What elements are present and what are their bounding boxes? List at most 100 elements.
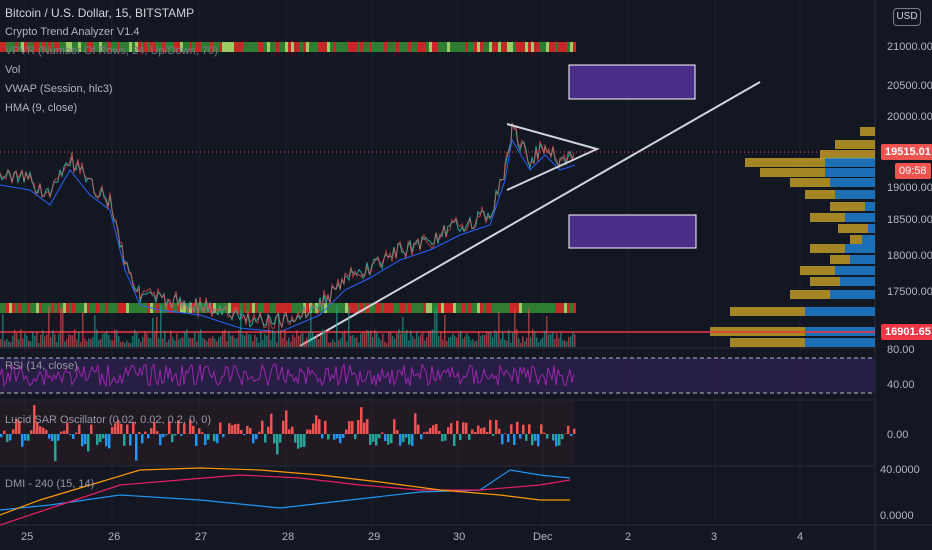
sar-bar (570, 434, 573, 437)
trend-segment (456, 42, 459, 52)
volume-bar (424, 340, 426, 347)
volume-bar (88, 338, 90, 347)
target-box-lower[interactable] (568, 214, 697, 249)
trend-segment (552, 42, 555, 52)
sar-bar (444, 434, 447, 441)
trend-segment (423, 303, 426, 313)
volume-bar (164, 330, 166, 347)
volume-bar (440, 331, 442, 347)
volume-bar (248, 334, 250, 347)
currency-button[interactable]: USD (893, 8, 921, 26)
trend-line[interactable] (299, 81, 761, 347)
sar-bar (402, 434, 405, 443)
volume-bar (308, 332, 310, 347)
volume-bar (500, 338, 502, 347)
vpvr-row (820, 150, 875, 159)
volume-bar (136, 332, 138, 347)
volume-bar (448, 337, 450, 347)
sar-bar (258, 431, 261, 434)
sar-bar (348, 421, 351, 434)
trend-segment (522, 42, 525, 52)
trend-segment (570, 42, 573, 52)
triangle-pattern[interactable] (506, 123, 600, 191)
sar-bar (360, 407, 363, 434)
rsi-label[interactable]: RSI (14, close) (5, 360, 78, 372)
trend-segment (144, 303, 147, 313)
vpvr-row (868, 224, 875, 233)
trend-segment (543, 42, 546, 52)
trend-segment (498, 42, 501, 52)
dmi-label[interactable]: DMI - 240 (15, 14) (5, 478, 95, 490)
volume-bar (422, 332, 424, 347)
trend-segment (543, 303, 546, 313)
volume-bar (54, 334, 56, 347)
trend-segment (411, 42, 414, 52)
trend-segment (456, 303, 459, 313)
sar-bar (351, 421, 354, 434)
volume-bar (194, 331, 196, 347)
trend-segment (153, 42, 156, 52)
trend-segment (465, 303, 468, 313)
trend-segment (252, 42, 255, 52)
trend-segment (399, 303, 402, 313)
trend-segment (561, 303, 564, 313)
trend-segment (102, 42, 105, 52)
trend-segment (489, 42, 492, 52)
volume-bar (84, 338, 86, 347)
sar-bar (180, 434, 183, 436)
trend-segment (510, 42, 513, 52)
trend-segment (471, 303, 474, 313)
indicator-label-3[interactable]: Vol (5, 64, 21, 76)
trend-segment (540, 303, 543, 313)
volume-bar (288, 337, 290, 347)
trend-segment (345, 42, 348, 52)
indicator-label-4[interactable]: VWAP (Session, hlc3) (5, 83, 113, 95)
sar-bar (102, 434, 105, 439)
volume-bar (150, 338, 152, 347)
trend-segment (378, 42, 381, 52)
volume-bar (464, 336, 466, 347)
volume-bar (142, 336, 144, 347)
volume-bar (426, 337, 428, 347)
indicator-label-1[interactable]: Crypto Trend Analyzer V1.4 (5, 26, 140, 38)
volume-bar (488, 332, 490, 347)
volume-bar (418, 336, 420, 347)
volume-bar (58, 334, 60, 347)
symbol-title[interactable]: Bitcoin / U.S. Dollar, 15, BITSTAMP (5, 6, 195, 20)
trend-segment (561, 42, 564, 52)
trend-segment (570, 303, 573, 313)
vpvr-row (845, 213, 875, 222)
volume-bar (166, 342, 168, 347)
indicator-label-2[interactable]: VPVR (Number Of Rows, 24, Up/Down, 70) (5, 45, 218, 57)
sar-label[interactable]: Lucid SAR Oscillator (0.02, 0.02, 0.2, 0… (5, 414, 212, 426)
sar-bar (246, 425, 249, 434)
trend-segment (306, 303, 309, 313)
trend-segment (156, 303, 159, 313)
trend-segment (186, 42, 189, 52)
volume-bar (400, 333, 402, 347)
volume-bar (512, 332, 514, 347)
volume-bar (466, 333, 468, 347)
indicator-label-5[interactable]: HMA (9, close) (5, 102, 78, 114)
volume-bar (416, 331, 418, 347)
trend-segment (375, 42, 378, 52)
trend-segment (54, 303, 57, 313)
sar-bar (309, 429, 312, 434)
level-price-label: 16901.65 (881, 324, 932, 340)
volume-bar (22, 338, 24, 347)
volume-bar (116, 330, 118, 347)
time-label: 27 (195, 531, 208, 543)
target-box-upper[interactable] (568, 64, 696, 100)
sar-bar (3, 430, 6, 434)
trend-segment (330, 303, 333, 313)
sar-bar (270, 413, 273, 434)
sar-bar (474, 431, 477, 434)
sar-bar (531, 434, 534, 446)
volume-bar (188, 337, 190, 347)
trend-segment (393, 42, 396, 52)
sar-bar (390, 434, 393, 444)
trend-segment (54, 42, 57, 52)
trend-segment (189, 303, 192, 313)
volume-bar (16, 333, 18, 347)
